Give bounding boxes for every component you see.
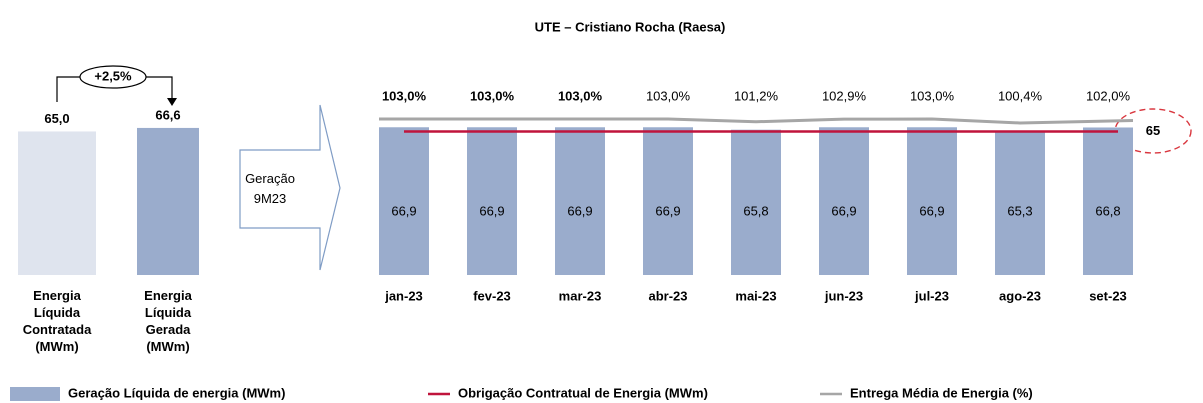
value-label: 66,9 xyxy=(391,203,416,218)
obligation-label: 65 xyxy=(1146,123,1160,138)
category-label: Energia Líquida Gerada (MWm) xyxy=(144,288,192,354)
bar xyxy=(731,129,781,275)
annotation-ellipse xyxy=(79,65,147,89)
category-label: Geração 9M23 xyxy=(245,171,295,206)
legend-label: Geração Líquida de energia (MWm) xyxy=(68,385,285,400)
x-tick-label: jul-23 xyxy=(914,288,949,303)
bar xyxy=(907,127,957,275)
percent-label: 103,0% xyxy=(558,88,603,103)
value-label: 66,9 xyxy=(919,203,944,218)
bar xyxy=(819,127,869,275)
percent-label: 102,0% xyxy=(1086,88,1131,103)
x-tick-label: mar-23 xyxy=(559,288,602,303)
percent-label: 103,0% xyxy=(470,88,515,103)
annotation: +2,5% xyxy=(94,68,132,83)
value-label: 66,9 xyxy=(479,203,504,218)
value-label: 66,9 xyxy=(567,203,592,218)
legend-label: Obrigação Contratual de Energia (MWm) xyxy=(458,385,708,400)
bar xyxy=(137,127,199,275)
arrow xyxy=(239,104,341,271)
arrow-head xyxy=(167,98,177,106)
percent-label: 103,0% xyxy=(646,88,691,103)
x-tick-label: set-23 xyxy=(1089,288,1127,303)
legend-swatch xyxy=(10,387,60,401)
x-tick-label: abr-23 xyxy=(648,288,687,303)
legend-label: Entrega Média de Energia (%) xyxy=(850,385,1033,400)
bar xyxy=(995,130,1045,275)
x-tick-label: fev-23 xyxy=(473,288,511,303)
value-label: 66,8 xyxy=(1095,203,1120,218)
chart-title: UTE – Cristiano Rocha (Raesa) xyxy=(535,19,726,34)
value-label: 65,8 xyxy=(743,203,768,218)
x-tick-label: ago-23 xyxy=(999,288,1041,303)
bar xyxy=(18,131,96,275)
value-label: 66,9 xyxy=(831,203,856,218)
bar xyxy=(379,127,429,275)
percent-label: 103,0% xyxy=(910,88,955,103)
bar xyxy=(1083,127,1133,275)
x-tick-label: jun-23 xyxy=(824,288,863,303)
bar xyxy=(555,127,605,275)
x-tick-label: jan-23 xyxy=(384,288,423,303)
bar xyxy=(467,127,517,275)
category-label: Energia Líquida Contratada (MWm) xyxy=(23,288,92,354)
value-label: 65,0 xyxy=(44,111,69,126)
x-tick-label: mai-23 xyxy=(735,288,776,303)
percent-label: 100,4% xyxy=(998,88,1043,103)
percent-label: 103,0% xyxy=(382,88,427,103)
value-label: 66,9 xyxy=(655,203,680,218)
value-label: 65,3 xyxy=(1007,203,1032,218)
bar xyxy=(643,127,693,275)
percent-label: 101,2% xyxy=(734,88,779,103)
delivery-line xyxy=(379,117,1134,125)
value-label: 66,6 xyxy=(155,107,180,122)
percent-label: 102,9% xyxy=(822,88,867,103)
